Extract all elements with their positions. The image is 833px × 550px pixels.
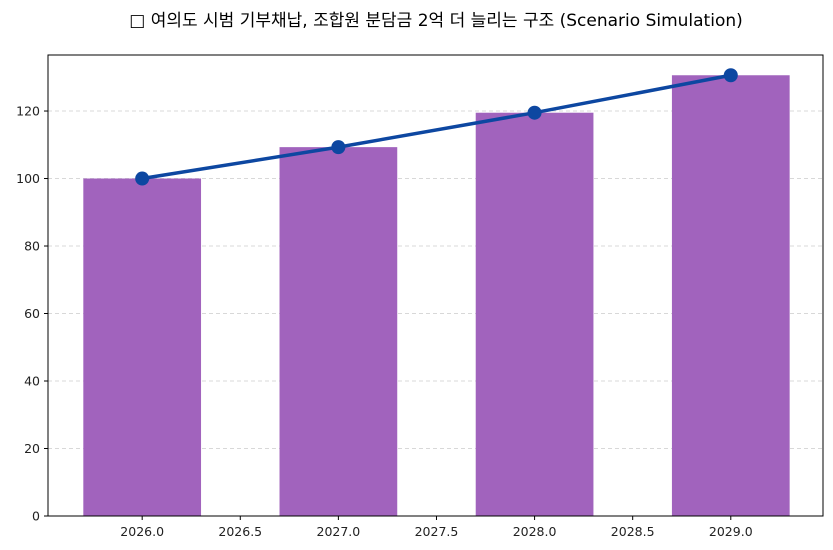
line-series (141, 73, 732, 181)
x-tick-label: 2027.0 (317, 524, 361, 539)
line-point-2026 (135, 171, 150, 186)
line-point-2027 (331, 140, 346, 155)
y-tick-label: 40 (24, 374, 40, 389)
y-tick-label: 60 (24, 306, 40, 321)
bar-2028 (475, 112, 594, 516)
y-tick-label: 20 (24, 441, 40, 456)
x-tick-label: 2028.5 (611, 524, 655, 539)
y-tick-label: 0 (32, 509, 40, 524)
x-tick-label: 2029.0 (709, 524, 753, 539)
y-tick-label: 80 (24, 239, 40, 254)
x-tick-label: 2026.0 (120, 524, 164, 539)
bar-2029 (671, 75, 790, 516)
bar-2026 (83, 178, 202, 516)
bar-2027 (279, 147, 398, 516)
plot-frame (47, 54, 824, 517)
y-tick-label: 100 (16, 171, 40, 186)
line-point-2028 (527, 105, 542, 120)
y-tick-label: 120 (16, 104, 40, 119)
line-point-2029 (723, 68, 738, 83)
chart-title: □ 여의도 시범 기부채납, 조합원 분담금 2억 더 늘리는 구조 (Scen… (129, 11, 743, 31)
x-tick-label: 2027.5 (415, 524, 459, 539)
x-tick-label: 2028.0 (513, 524, 557, 539)
x-tick-label: 2026.5 (218, 524, 262, 539)
